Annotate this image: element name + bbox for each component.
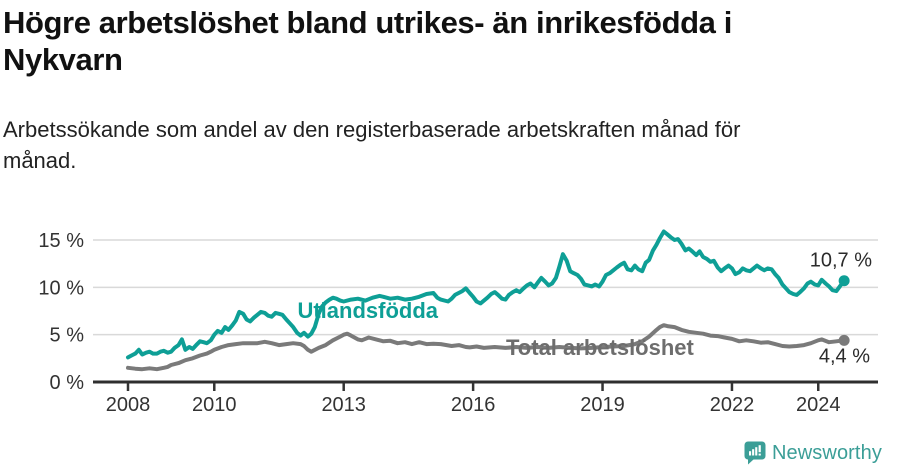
- series-end-dot-0: [838, 275, 850, 287]
- newsworthy-bubble-chart-icon: [744, 441, 766, 465]
- x-tick-label: 2019: [580, 394, 625, 416]
- x-tick-label: 2010: [192, 394, 237, 416]
- unemployment-line-chart: 0 % 5 % 10 % 15 % 2008 2010 2013 2016 2019 2022 20…: [38, 229, 878, 416]
- newsworthy-logo[interactable]: Newsworthy: [744, 441, 882, 465]
- page-title-line1: Högre arbetslöshet bland utrikes- än inr…: [3, 5, 732, 40]
- series-label-0: Utlandsfödda: [297, 298, 438, 323]
- page-subtitle-line1: Arbetssökande som andel av den registerb…: [3, 117, 741, 142]
- series-line-0: [126, 229, 847, 360]
- page-subtitle-line2: månad.: [3, 148, 77, 173]
- series-end-value-1: 4,4 %: [819, 345, 870, 367]
- y-tick-label: 0 %: [50, 372, 85, 394]
- series-end-value-0: 10,7 %: [810, 250, 872, 272]
- y-tick-label: 5 %: [50, 325, 85, 347]
- x-tick-label: 2016: [451, 394, 496, 416]
- y-tick-label: 10 %: [38, 277, 84, 299]
- series-end-dot-1: [838, 334, 850, 346]
- page-title: Högre arbetslöshet bland utrikes- än inr…: [3, 4, 883, 78]
- x-tick-label: 2024: [796, 394, 841, 416]
- newsworthy-brand-label: Newsworthy: [772, 441, 882, 464]
- page-title-line2: Nykvarn: [3, 42, 123, 77]
- series-label-1: Total arbetslöshet: [506, 335, 695, 360]
- x-tick-label: 2013: [321, 394, 366, 416]
- page-subtitle: Arbetssökande som andel av den registerb…: [3, 114, 863, 176]
- x-tick-label: 2008: [106, 394, 151, 416]
- series-line-1: [126, 323, 847, 372]
- y-tick-label: 15 %: [38, 230, 84, 252]
- x-tick-label: 2022: [710, 394, 755, 416]
